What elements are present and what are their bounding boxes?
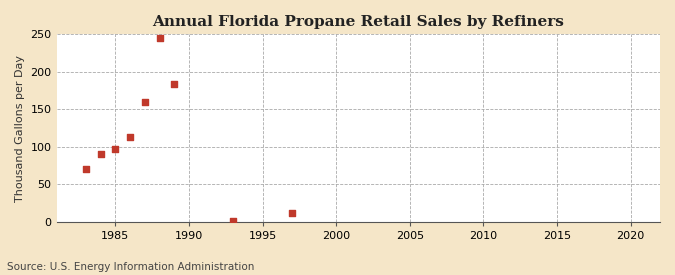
- Point: [154, 36, 165, 40]
- Point: [140, 100, 151, 104]
- Point: [95, 152, 106, 156]
- Point: [125, 135, 136, 139]
- Point: [169, 82, 180, 86]
- Point: [287, 211, 298, 215]
- Point: [110, 147, 121, 151]
- Text: Source: U.S. Energy Information Administration: Source: U.S. Energy Information Administ…: [7, 262, 254, 272]
- Title: Annual Florida Propane Retail Sales by Refiners: Annual Florida Propane Retail Sales by R…: [153, 15, 564, 29]
- Point: [227, 219, 238, 223]
- Point: [80, 167, 91, 171]
- Y-axis label: Thousand Gallons per Day: Thousand Gallons per Day: [15, 54, 25, 202]
